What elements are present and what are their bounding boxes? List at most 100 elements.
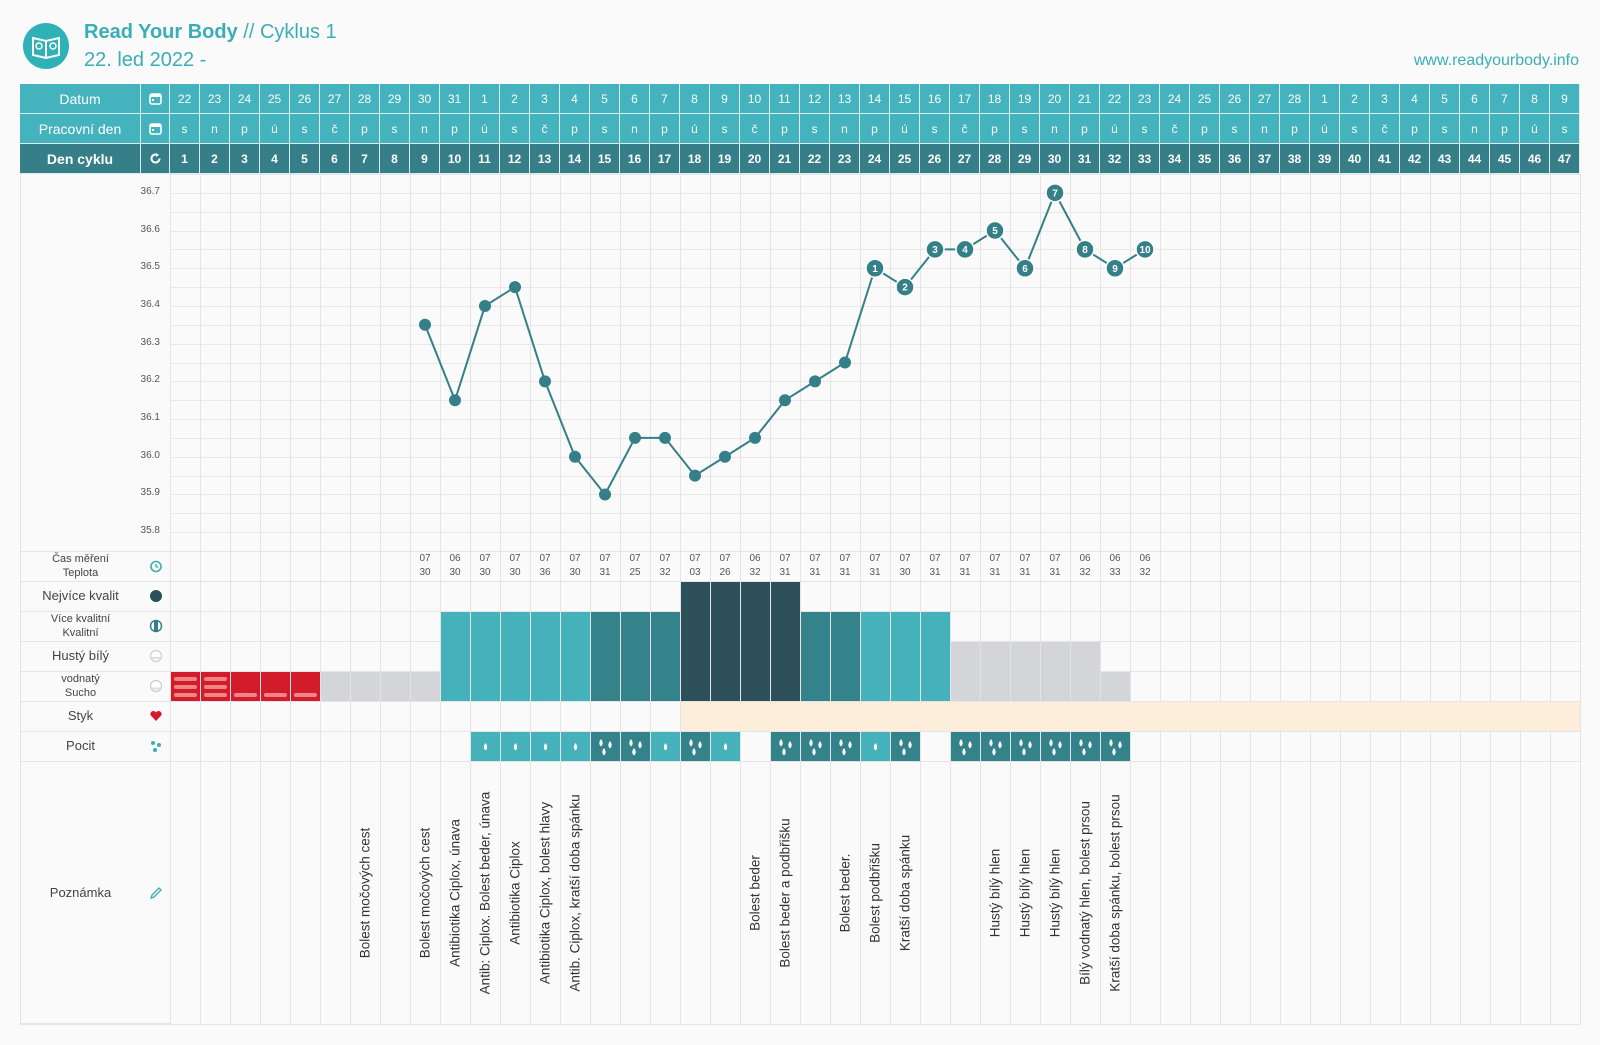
note-text[interactable]: Hustý bílý hlen	[1047, 848, 1063, 937]
mucus-bar-day-11[interactable]	[471, 612, 500, 701]
triple-drop-icon[interactable]	[1041, 732, 1070, 761]
grid-line-vertical	[650, 174, 651, 1024]
single-drop-icon[interactable]	[711, 732, 740, 761]
row-label: Styk	[20, 701, 141, 731]
mucus-bar-day-5[interactable]	[291, 672, 320, 701]
triple-drop-icon[interactable]	[981, 732, 1010, 761]
mucus-bar-day-29[interactable]	[1011, 642, 1040, 701]
mucus-bar-day-20[interactable]	[741, 582, 770, 701]
note-text[interactable]: Bolest beder.	[837, 853, 853, 932]
y-tick-label: 36.6	[140, 223, 160, 235]
time-minute: 30	[899, 567, 911, 578]
triple-drop-icon[interactable]	[771, 732, 800, 761]
mucus-bar-day-4[interactable]	[261, 672, 290, 701]
grid-line-vertical	[500, 174, 501, 1024]
triple-drop-icon[interactable]	[1071, 732, 1100, 761]
mucus-bar-day-27[interactable]	[951, 642, 980, 701]
header-cell-weekday: p	[1400, 114, 1430, 144]
note-text[interactable]: Kratší doba spánku, bolest prsou	[1107, 793, 1123, 992]
measurement-time: 07 31	[1010, 552, 1040, 580]
note-text[interactable]: Hustý bílý hlen	[1017, 848, 1033, 937]
menstruation-bar	[174, 693, 197, 697]
mucus-bar-day-9[interactable]	[411, 672, 440, 701]
grid-line-vertical	[1310, 174, 1311, 1024]
website-link[interactable]: www.readyourbody.info	[1413, 52, 1579, 69]
note-text[interactable]: Antib: Ciplox. Bolest beder, únava	[477, 791, 493, 994]
note-text[interactable]: Antibiotika Ciplox, únava	[447, 818, 463, 967]
mucus-bar-day-15[interactable]	[591, 612, 620, 701]
measurement-time: 07 30	[500, 552, 530, 580]
mucus-bar-day-7[interactable]	[351, 672, 380, 701]
mucus-bar-day-14[interactable]	[561, 612, 590, 701]
time-minute: 31	[839, 567, 851, 578]
single-drop-icon[interactable]	[501, 732, 530, 761]
mucus-bar-day-26[interactable]	[921, 612, 950, 701]
mucus-bar-day-16[interactable]	[621, 612, 650, 701]
note-text[interactable]: Bolest beder	[747, 854, 763, 931]
note-text[interactable]: Bolest podbřišku	[867, 842, 883, 943]
triple-drop-icon[interactable]	[891, 732, 920, 761]
header-cell-datum: 25	[260, 84, 290, 114]
mucus-bar-day-3[interactable]	[231, 672, 260, 701]
mucus-bar-day-10[interactable]	[441, 612, 470, 701]
single-drop-icon[interactable]	[561, 732, 590, 761]
measurement-time: 06 32	[1130, 552, 1160, 580]
grid-line-horizontal	[170, 532, 1580, 533]
note-text[interactable]: Antibiotika Ciplox, bolest hlavy	[537, 801, 553, 984]
triple-drop-icon[interactable]	[801, 732, 830, 761]
triple-drop-icon[interactable]	[681, 732, 710, 761]
grid-line-vertical	[1280, 174, 1281, 1024]
mucus-bar-day-23[interactable]	[831, 612, 860, 701]
note-text[interactable]: Bolest beder a podbřišku	[777, 817, 793, 968]
single-drop-icon[interactable]	[651, 732, 680, 761]
time-minute: 31	[929, 567, 941, 578]
note-text[interactable]: Bílý vodnatý hlen, bolest prsou	[1077, 800, 1093, 985]
mucus-bar-day-25[interactable]	[891, 612, 920, 701]
note-text[interactable]: Hustý bílý hlen	[987, 848, 1003, 937]
header-cell-datum: 7	[650, 84, 680, 114]
mucus-bar-day-30[interactable]	[1041, 642, 1070, 701]
note-text[interactable]: Antib. Ciplox, kratší doba spánku	[567, 793, 583, 992]
time-hour: 07	[629, 553, 641, 564]
note-text[interactable]: Bolest močových cest	[357, 827, 373, 958]
mucus-most-icon	[141, 581, 170, 611]
single-drop-icon[interactable]	[531, 732, 560, 761]
note-text[interactable]: Antibiotika Ciplox	[507, 840, 523, 945]
mucus-bar-day-1[interactable]	[171, 672, 200, 701]
mucus-bar-day-31[interactable]	[1071, 642, 1100, 701]
triple-drop-icon[interactable]	[1101, 732, 1130, 761]
grid-line-vertical	[1100, 174, 1101, 1024]
mucus-bar-day-24[interactable]	[861, 612, 890, 701]
triple-drop-icon[interactable]	[591, 732, 620, 761]
mucus-bar-day-32[interactable]	[1101, 672, 1130, 701]
mucus-bar-day-12[interactable]	[501, 612, 530, 701]
mucus-bar-day-6[interactable]	[321, 672, 350, 701]
mucus-bar-day-28[interactable]	[981, 642, 1010, 701]
grid-line-vertical	[620, 174, 621, 1024]
menstruation-bar	[174, 685, 197, 689]
single-drop-icon[interactable]	[861, 732, 890, 761]
header-cell-cycle_day: 31	[1070, 144, 1100, 174]
mucus-bar-day-13[interactable]	[531, 612, 560, 701]
triple-drop-icon[interactable]	[1011, 732, 1040, 761]
note-text[interactable]: Bolest močových cest	[417, 827, 433, 958]
mucus-bar-day-8[interactable]	[381, 672, 410, 701]
triple-drop-icon[interactable]	[951, 732, 980, 761]
mucus-bar-day-22[interactable]	[801, 612, 830, 701]
header-cell-cycle_day: 23	[830, 144, 860, 174]
triple-drop-icon[interactable]	[831, 732, 860, 761]
mucus-bar-day-19[interactable]	[711, 582, 740, 701]
note-text[interactable]: Kratší doba spánku	[897, 834, 913, 951]
triple-drop-icon[interactable]	[621, 732, 650, 761]
pencil-icon[interactable]	[141, 761, 170, 1024]
grid-line-vertical	[260, 174, 261, 1024]
single-drop-icon[interactable]	[471, 732, 500, 761]
time-minute: 30	[569, 567, 581, 578]
mucus-bar-day-2[interactable]	[201, 672, 230, 701]
mucus-bar-day-18[interactable]	[681, 582, 710, 701]
header-cell-cycle_day: 18	[680, 144, 710, 174]
mucus-bar-day-17[interactable]	[651, 612, 680, 701]
header-cell-weekday: s	[1340, 114, 1370, 144]
mucus-bar-day-21[interactable]	[771, 582, 800, 701]
header-cell-cycle_day: 11	[470, 144, 500, 174]
